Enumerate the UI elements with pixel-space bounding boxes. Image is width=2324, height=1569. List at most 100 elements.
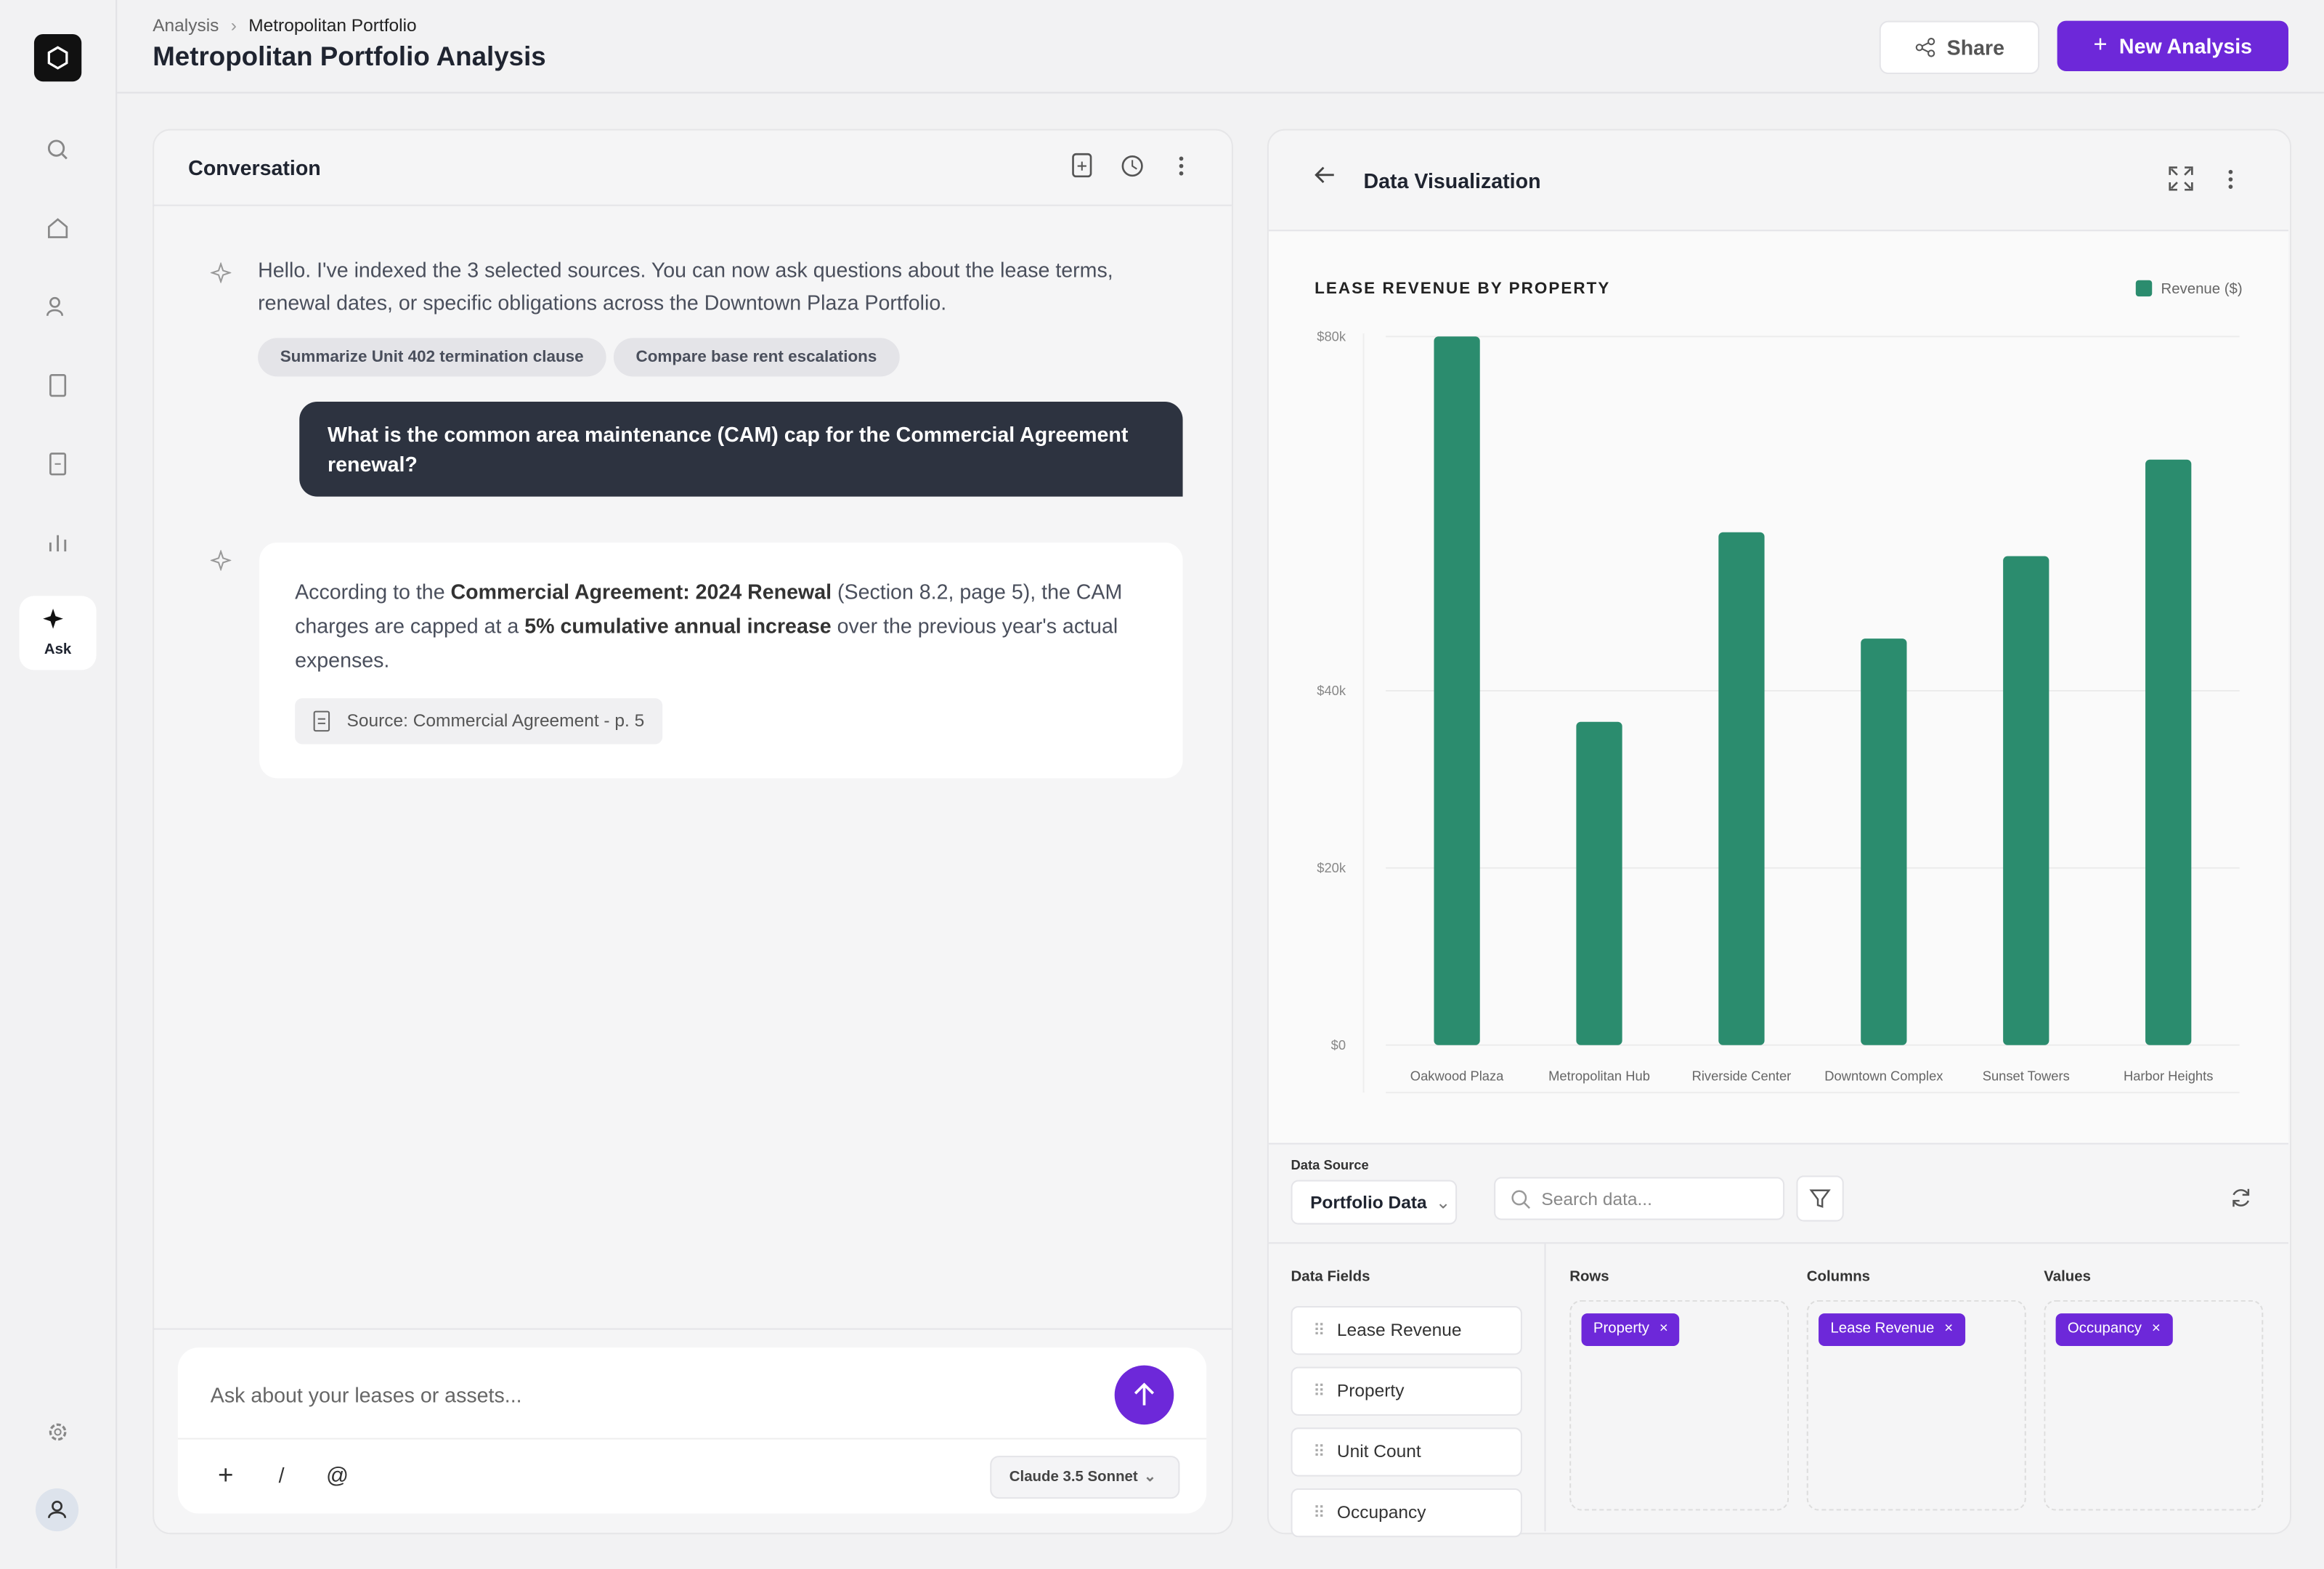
answer-text: According to the Commercial Agreement: 2… [295,575,1125,678]
field-label: Unit Count [1336,1440,1421,1462]
source-label: Source: Commercial Agreement - p. 5 [346,710,645,731]
drag-handle[interactable]: ⠿ [1313,1443,1325,1462]
plus-icon: + [2093,32,2108,58]
ask-nav[interactable]: Ask [19,596,97,670]
model-select[interactable]: Claude 3.5 Sonnet ⌄ [990,1456,1180,1499]
suggestion-chip[interactable]: Summarize Unit 402 termination clause [258,338,606,377]
model-label: Claude 3.5 Sonnet [1009,1469,1138,1485]
drag-handle[interactable]: ⠿ [1313,1504,1325,1523]
people-icon[interactable] [46,295,70,319]
conversation-title: Conversation [188,155,321,179]
divider [1268,1242,2288,1244]
breadcrumb: Analysis › Metropolitan Portfolio [153,15,417,36]
send-button[interactable] [1114,1365,1174,1425]
field-tag[interactable]: Lease Revenue × [1819,1313,1965,1347]
add-button[interactable]: + [217,1460,234,1491]
bar [1718,532,1765,1045]
share-label: Share [1946,35,2005,60]
field-label: Lease Revenue [1336,1319,1462,1340]
bar [1576,721,1622,1045]
drag-handle[interactable]: ⠿ [1313,1383,1325,1401]
ask-label: Ask [44,641,72,659]
chat-input: Ask about your leases or assets... + / @… [177,1347,1207,1514]
refresh-icon[interactable] [2229,1186,2253,1210]
x-tick-label: Metropolitan Hub [1548,1069,1650,1084]
drag-handle[interactable]: ⠿ [1313,1322,1325,1340]
legend-swatch [2135,280,2153,297]
slash-button[interactable]: / [278,1463,285,1487]
suggestion-chip[interactable]: Compare base rent escalations [613,338,900,377]
text: According to the [295,579,451,604]
data-field[interactable]: ⠿ Property [1291,1366,1522,1416]
x-tick-label: Oakwood Plaza [1410,1069,1504,1084]
divider [153,204,1232,206]
visualization-title: Data Visualization [1363,169,1541,193]
remove-icon[interactable]: × [2148,1321,2161,1337]
bar [1861,638,1907,1045]
back-icon[interactable] [1313,163,1337,187]
drop-zone[interactable]: Lease Revenue × [1806,1300,2026,1511]
document-icon[interactable] [46,373,70,397]
source-chip[interactable]: Source: Commercial Agreement - p. 5 [295,698,662,745]
files-icon[interactable] [46,452,70,476]
logo[interactable] [33,33,82,82]
y-tick-label: $20k [1317,860,1346,875]
input-placeholder[interactable]: Ask about your leases or assets... [210,1383,522,1407]
share-button[interactable]: Share [1879,20,2040,75]
filter-button[interactable] [1796,1175,1844,1222]
breadcrumb-item: Metropolitan Portfolio [248,15,417,36]
text: over the previous year's actual expenses… [295,613,1118,672]
x-tick-label: Harbor Heights [2124,1069,2213,1084]
bar [1434,336,1480,1045]
user-message: What is the common area maintenance (CAM… [299,402,1183,497]
mention-button[interactable]: @ [325,1463,349,1488]
field-tag[interactable]: Occupancy × [2055,1313,2173,1347]
tag-label: Lease Revenue [1830,1321,1935,1337]
divider [153,1328,1232,1330]
data-source-select[interactable]: Portfolio Data ⌄ [1291,1180,1458,1225]
field-label: Occupancy [1336,1501,1426,1523]
bold-text: 5% cumulative annual increase [524,613,832,638]
sparkle-icon [43,608,63,629]
share-icon [1914,38,1935,57]
data-field[interactable]: ⠿ Lease Revenue [1291,1305,1522,1355]
assistant-icon [210,262,232,283]
drop-zone[interactable]: Occupancy × [2044,1300,2264,1511]
settings-icon[interactable] [46,1420,70,1444]
tag-label: Occupancy [2067,1321,2142,1337]
conversation-actions[interactable] [1070,153,1194,179]
header [117,0,2324,94]
chart-title: LEASE REVENUE BY PROPERTY [1315,279,1610,297]
filter-icon [1809,1189,1831,1208]
answer-card: According to the Commercial Agreement: 2… [259,542,1183,779]
y-tick-label: $40k [1317,683,1346,698]
visualization-actions[interactable] [2169,166,2243,193]
drop-zone[interactable]: Property × [1569,1300,1789,1511]
y-tick-label: $0 [1331,1037,1346,1053]
home-icon[interactable] [46,216,70,240]
new-analysis-button[interactable]: + New Analysis [2057,20,2288,71]
search-icon [1511,1190,1530,1209]
logo-icon [47,46,68,70]
search-input[interactable]: Search data... [1494,1177,1785,1220]
field-label: Property [1336,1379,1405,1401]
field-tag[interactable]: Property × [1581,1313,1681,1347]
breadcrumb-item[interactable]: Analysis [153,15,219,36]
user-icon [48,1501,67,1519]
remove-icon[interactable]: × [1940,1321,1954,1337]
x-tick-label: Downtown Complex [1824,1069,1943,1084]
tag-label: Property [1593,1321,1649,1337]
remove-icon[interactable]: × [1655,1321,1668,1337]
data-field[interactable]: ⠿ Occupancy [1291,1488,1522,1538]
avatar[interactable] [35,1488,79,1532]
data-source-label: Data Source [1291,1157,1369,1173]
chart-icon[interactable] [46,531,70,555]
page-title: Metropolitan Portfolio Analysis [153,41,546,71]
search-icon[interactable] [46,138,70,162]
data-field[interactable]: ⠿ Unit Count [1291,1427,1522,1477]
doc-icon [313,710,330,732]
bar [2145,459,2192,1045]
assistant-message: Hello. I've indexed the 3 selected sourc… [258,258,1113,315]
